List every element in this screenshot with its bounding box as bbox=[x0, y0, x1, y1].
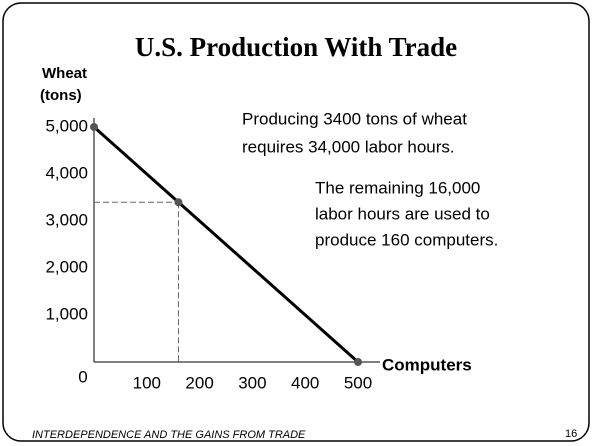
point-marker bbox=[90, 123, 98, 131]
footer-text: INTERDEPENDENCE AND THE GAINS FROM TRADE bbox=[32, 429, 306, 441]
y-axis-label: Wheat bbox=[42, 65, 87, 82]
annotation: The remaining 16,000 bbox=[315, 178, 480, 197]
annotation: produce 160 computers. bbox=[315, 230, 498, 249]
slide-border bbox=[2, 2, 590, 442]
x-tick-label: 200 bbox=[185, 373, 213, 392]
y-tick-label: 3,000 bbox=[45, 210, 88, 229]
x-tick-label: 300 bbox=[238, 373, 266, 392]
annotation: labor hours are used to bbox=[315, 204, 490, 223]
point-marker bbox=[354, 358, 362, 366]
y-tick-label: 0 bbox=[78, 367, 87, 386]
point-marker bbox=[174, 198, 183, 207]
y-tick-label: 2,000 bbox=[45, 257, 88, 276]
y-tick-label: 4,000 bbox=[45, 163, 88, 182]
x-tick-label: 500 bbox=[344, 373, 372, 392]
y-tick-label: 5,000 bbox=[45, 116, 88, 135]
y-axis-label: (tons) bbox=[40, 87, 82, 104]
annotation: Producing 3400 tons of wheat bbox=[242, 109, 467, 128]
x-axis-label: Computers bbox=[382, 355, 472, 374]
y-tick-label: 1,000 bbox=[45, 304, 88, 323]
annotation: requires 34,000 labor hours. bbox=[242, 137, 455, 156]
chart-title: U.S. Production With Trade bbox=[135, 32, 457, 62]
page-number: 16 bbox=[565, 428, 577, 440]
x-tick-label: 100 bbox=[133, 373, 161, 392]
x-tick-label: 400 bbox=[291, 373, 319, 392]
